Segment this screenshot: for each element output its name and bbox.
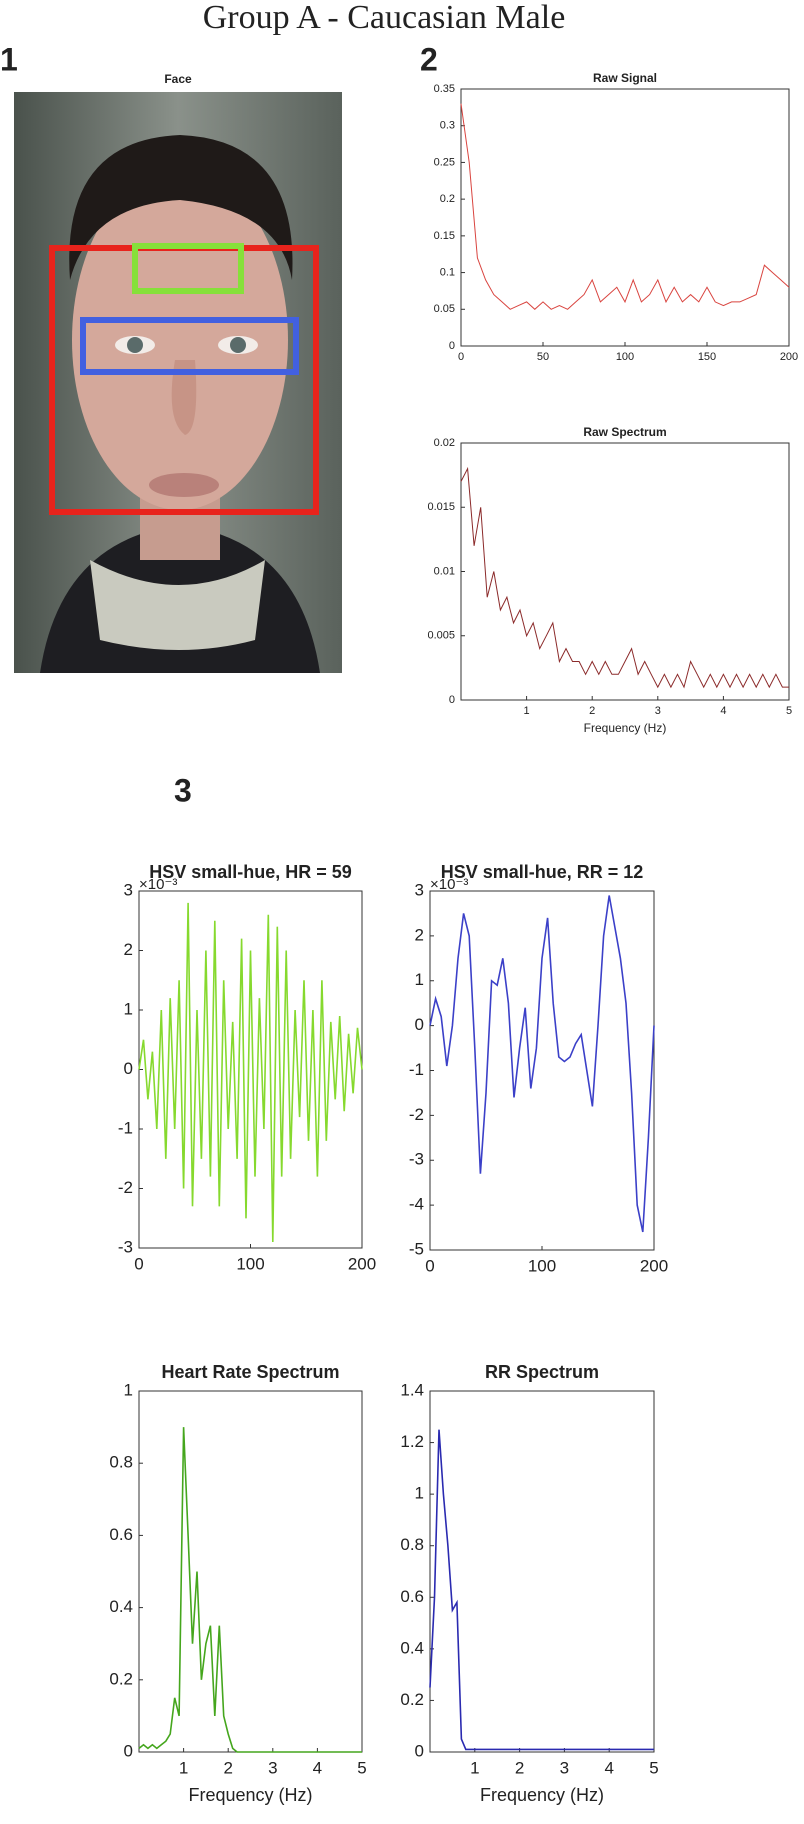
x-tick-label: 0 — [458, 351, 464, 363]
panel-label: 1 — [0, 41, 18, 77]
plot-area — [429, 1390, 655, 1753]
plot-area — [460, 88, 790, 347]
y-tick-label: -1 — [118, 1118, 133, 1137]
y-tick-label: 0.05 — [434, 303, 455, 315]
y-tick-label: -1 — [409, 1060, 424, 1079]
y-tick-label: 0.02 — [434, 437, 455, 449]
figure-title: Group A - Caucasian Male — [203, 0, 566, 36]
x-tick-label: 2 — [515, 1758, 524, 1777]
face-title: Face — [164, 72, 192, 86]
y-tick-label: 0.01 — [434, 565, 455, 577]
y-tick-label: 0.25 — [434, 156, 455, 168]
x-tick-label: 3 — [655, 705, 661, 717]
y-tick-label: 1 — [415, 1484, 424, 1503]
plot-area — [138, 1390, 363, 1753]
data-line — [138, 902, 363, 1243]
x-tick-label: 200 — [780, 351, 798, 363]
x-axis-label: Frequency (Hz) — [188, 1785, 312, 1805]
y-tick-label: 0 — [449, 694, 455, 706]
x-tick-label: 50 — [537, 351, 549, 363]
y-tick-label: 0.6 — [400, 1587, 424, 1606]
x-axis-label: Frequency (Hz) — [584, 721, 667, 735]
x-tick-label: 0 — [425, 1256, 434, 1275]
x-tick-label: 4 — [313, 1758, 322, 1777]
x-tick-label: 100 — [616, 351, 634, 363]
x-tick-label: 2 — [223, 1758, 232, 1777]
y-tick-label: 0.8 — [109, 1453, 133, 1472]
x-tick-label: 1 — [470, 1758, 479, 1777]
plot-area — [429, 890, 655, 1251]
y-tick-label: 2 — [124, 940, 133, 959]
data-line — [460, 466, 789, 689]
y-tick-label: -4 — [409, 1195, 424, 1214]
chart-title: RR Spectrum — [485, 1362, 599, 1382]
x-tick-label: 3 — [560, 1758, 569, 1777]
x-tick-label: 4 — [720, 705, 726, 717]
y-tick-label: 1 — [415, 970, 424, 989]
y-tick-label: 0.2 — [400, 1690, 424, 1709]
data-line — [138, 1427, 362, 1753]
x-tick-label: 5 — [357, 1758, 366, 1777]
y-tick-label: -5 — [409, 1239, 424, 1258]
y-tick-label: 0.15 — [434, 230, 455, 242]
x-tick-label: 200 — [640, 1256, 668, 1275]
chart-title: Raw Spectrum — [583, 425, 666, 439]
y-tick-label: 2 — [415, 925, 424, 944]
x-tick-label: 5 — [649, 1758, 658, 1777]
x-tick-label: 0 — [134, 1254, 143, 1273]
y-tick-label: 0.005 — [427, 630, 455, 642]
y-tick-label: 1.4 — [400, 1380, 424, 1399]
y-tick-label: 3 — [415, 880, 424, 899]
x-tick-label: 1 — [179, 1758, 188, 1777]
data-line — [460, 103, 790, 310]
y-tick-label: -3 — [409, 1150, 424, 1169]
face-image — [14, 92, 342, 673]
chart-title: Raw Signal — [593, 71, 657, 85]
y-tick-label: 1.2 — [400, 1432, 424, 1451]
panel-label: 3 — [174, 772, 192, 808]
y-exponent-label: ×10⁻³ — [430, 876, 468, 893]
data-line — [429, 1429, 654, 1751]
x-tick-label: 150 — [698, 351, 716, 363]
data-line — [429, 895, 655, 1233]
y-tick-label: 3 — [124, 880, 133, 899]
chart-title: HSV small-hue, RR = 12 — [441, 862, 644, 882]
y-tick-label: -3 — [118, 1237, 133, 1256]
y-tick-label: 0 — [415, 1015, 424, 1034]
y-tick-label: 0.3 — [440, 120, 455, 132]
y-tick-label: 0.8 — [400, 1535, 424, 1554]
chart-title: HSV small-hue, HR = 59 — [149, 862, 352, 882]
x-axis-label: Frequency (Hz) — [480, 1785, 604, 1805]
y-tick-label: 0.2 — [440, 193, 455, 205]
y-tick-label: 0.2 — [109, 1669, 133, 1688]
x-tick-label: 4 — [604, 1758, 613, 1777]
y-tick-label: 0.35 — [434, 83, 455, 95]
y-tick-label: 0.4 — [109, 1597, 133, 1616]
x-tick-label: 200 — [348, 1254, 376, 1273]
chart-title: Heart Rate Spectrum — [161, 1362, 339, 1382]
y-exponent-label: ×10⁻³ — [139, 876, 177, 893]
y-tick-label: 0.4 — [400, 1638, 424, 1657]
y-tick-label: -2 — [409, 1105, 424, 1124]
x-tick-label: 100 — [236, 1254, 264, 1273]
x-tick-label: 3 — [268, 1758, 277, 1777]
y-tick-label: 0 — [124, 1059, 133, 1078]
y-tick-label: 0 — [449, 340, 455, 352]
x-tick-label: 5 — [786, 705, 792, 717]
x-tick-label: 100 — [528, 1256, 556, 1275]
y-tick-label: 0 — [124, 1741, 133, 1760]
y-tick-label: 0.015 — [427, 501, 455, 513]
y-tick-label: 0.1 — [440, 266, 455, 278]
x-tick-label: 1 — [524, 705, 530, 717]
y-tick-label: 0.6 — [109, 1525, 133, 1544]
y-tick-label: -2 — [118, 1178, 133, 1197]
plot-area — [460, 442, 790, 701]
y-tick-label: 1 — [124, 999, 133, 1018]
y-tick-label: 1 — [124, 1380, 133, 1399]
x-tick-label: 2 — [589, 705, 595, 717]
panel-label: 2 — [420, 41, 438, 77]
y-tick-label: 0 — [415, 1741, 424, 1760]
